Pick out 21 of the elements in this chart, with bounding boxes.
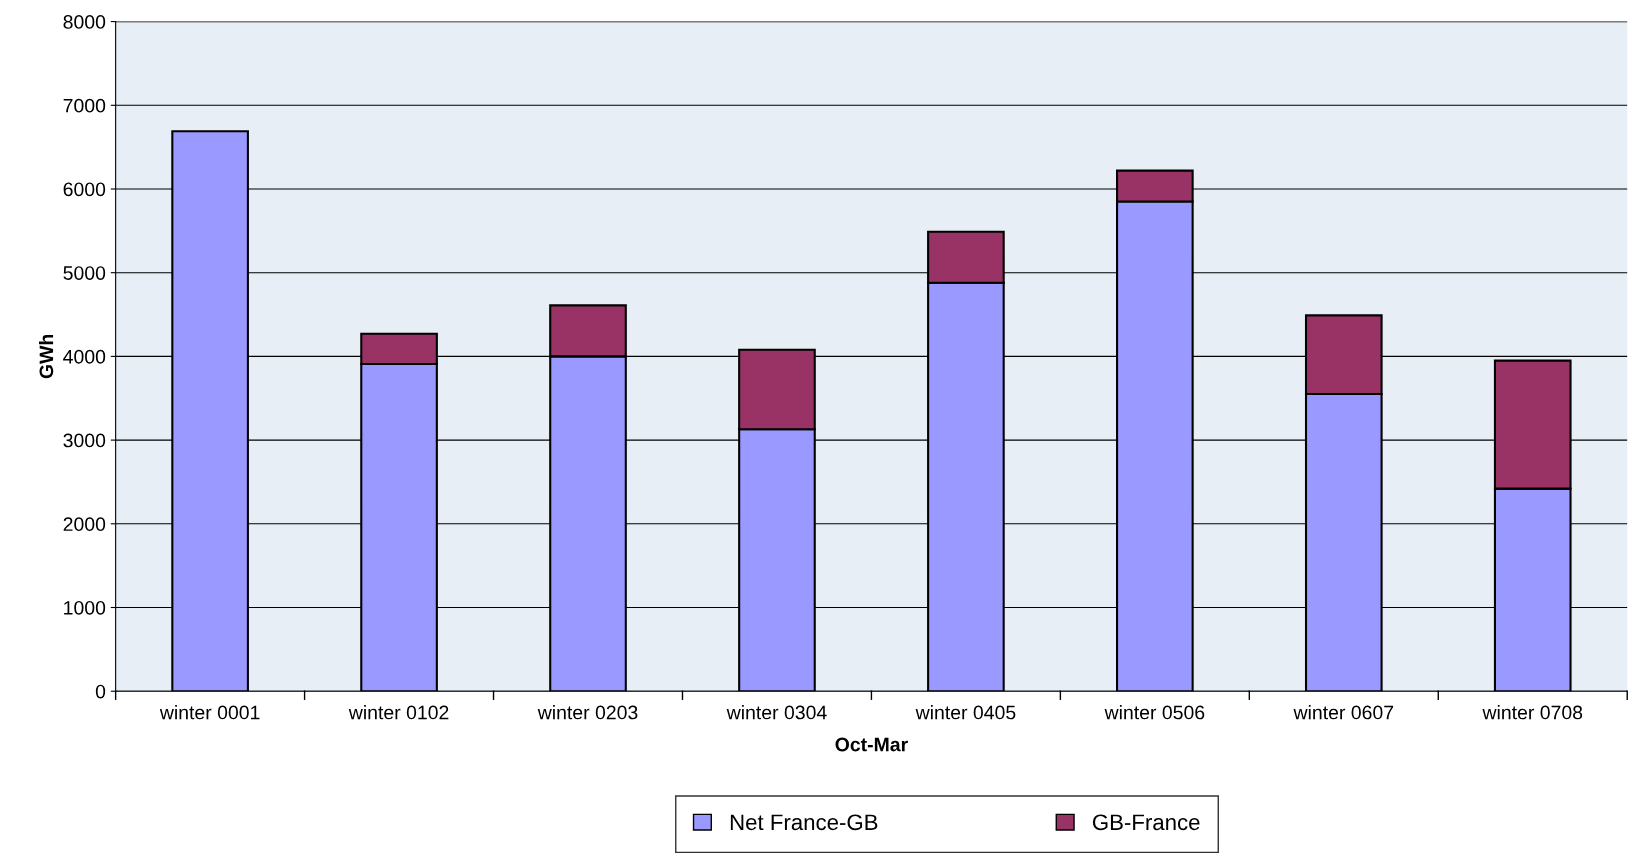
- x-tick-label: winter 0203: [537, 705, 638, 720]
- x-tick-label: winter 0304: [726, 705, 827, 720]
- y-tick-label: 1000: [64, 600, 106, 615]
- y-tick-label: 8000: [63, 15, 106, 29]
- x-tick-label: winter 0001: [159, 705, 260, 720]
- y-tick-label: 0: [95, 684, 106, 699]
- y-tick-label: 4000: [63, 349, 106, 364]
- y-tick-label: 6000: [63, 182, 106, 197]
- x-tick-label: winter 0708: [1482, 705, 1583, 720]
- x-axis-title: Oct-Mar: [835, 737, 908, 752]
- y-tick-label: 2000: [63, 517, 106, 532]
- x-tick-label: winter 0506: [1104, 705, 1205, 720]
- y-tick-label: 7000: [63, 98, 106, 113]
- x-tick-label: winter 0405: [915, 705, 1016, 720]
- x-tick-label: winter 0607: [1293, 705, 1394, 720]
- legend-label: Net France-GB: [730, 814, 878, 831]
- legend-label: GB-France: [1092, 814, 1200, 831]
- x-tick-label: winter 0102: [348, 705, 449, 720]
- y-tick-label: 5000: [63, 266, 106, 280]
- y-tick-label: 3000: [63, 433, 106, 448]
- y-axis-title: GWh: [38, 334, 54, 379]
